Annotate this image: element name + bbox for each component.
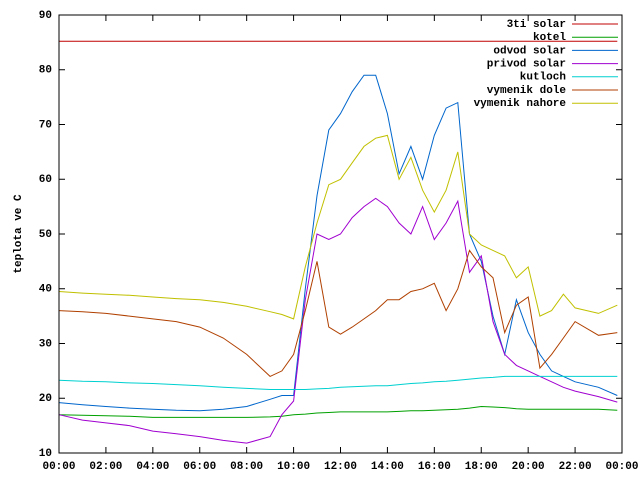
y-tick-label: 70	[39, 119, 52, 131]
y-tick-label: 60	[39, 174, 52, 186]
y-tick-label: 10	[39, 448, 52, 460]
series-line	[58, 375, 618, 390]
x-tick-label: 14:00	[371, 461, 404, 473]
legend-label: 3ti solar	[507, 19, 566, 31]
x-tick-label: 02:00	[89, 461, 122, 473]
series-line	[58, 197, 618, 444]
legend-label: vymenik dole	[487, 85, 567, 97]
x-tick-label: 06:00	[183, 461, 216, 473]
legend-label: privod solar	[487, 59, 566, 71]
x-tick-label: 22:00	[559, 461, 592, 473]
x-tick-label: 08:00	[230, 461, 263, 473]
x-tick-label: 16:00	[418, 461, 451, 473]
x-tick-label: 18:00	[465, 461, 498, 473]
legend-label: kotel	[533, 32, 566, 44]
x-tick-label: 00:00	[605, 461, 638, 473]
y-axis-label: teplota ve C	[13, 194, 25, 274]
y-tick-label: 30	[39, 338, 52, 350]
x-tick-label: 04:00	[136, 461, 169, 473]
x-tick-label: 20:00	[512, 461, 545, 473]
legend-label: odvod solar	[493, 45, 566, 57]
x-tick-label: 10:00	[277, 461, 310, 473]
x-tick-label: 00:00	[42, 461, 75, 473]
legend-label: kutloch	[520, 72, 566, 84]
series-line	[58, 405, 618, 418]
series-line	[58, 74, 618, 412]
y-tick-label: 90	[39, 10, 52, 22]
legend-label: vymenik nahore	[474, 98, 567, 110]
x-tick-label: 12:00	[324, 461, 357, 473]
y-tick-label: 80	[39, 65, 52, 77]
plot-border	[58, 14, 623, 454]
y-tick-label: 20	[39, 393, 52, 405]
y-tick-label: 40	[39, 284, 52, 296]
series-line	[58, 134, 618, 320]
y-tick-label: 50	[39, 229, 52, 241]
series-line	[58, 249, 618, 377]
